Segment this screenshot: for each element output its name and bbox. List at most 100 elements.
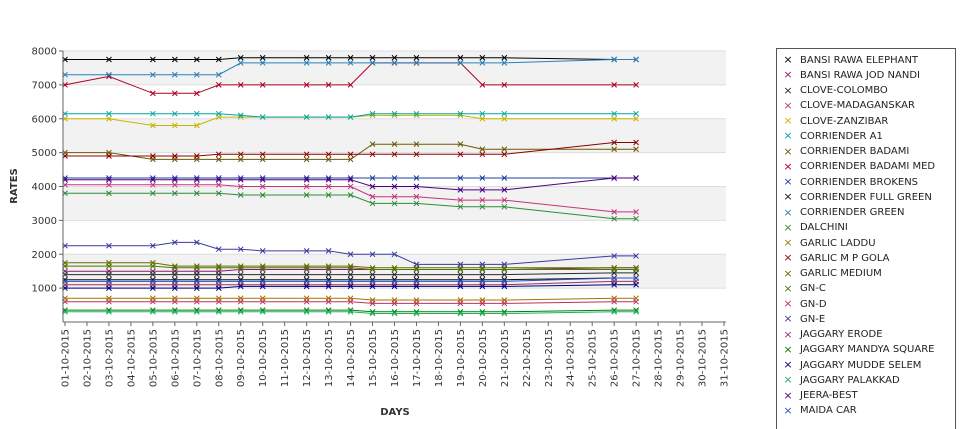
data-point (106, 181, 112, 188)
data-point (150, 56, 156, 63)
legend-label: JAGGARY PALAKKAD (800, 374, 900, 386)
legend-marker-icon: × (783, 68, 793, 82)
legend-marker-icon: × (783, 98, 793, 112)
data-point (347, 264, 354, 271)
data-point (457, 278, 464, 285)
legend-item: × BANSI RAWA ELEPHANT (777, 52, 955, 68)
legend-marker-icon: × (783, 297, 793, 310)
series-5 (62, 110, 639, 120)
data-point (611, 281, 618, 288)
legend-marker-icon: × (783, 312, 793, 326)
data-point (193, 271, 200, 278)
data-point (259, 54, 266, 61)
x-tick-label: 19-10-2015 (456, 329, 467, 387)
legend-marker-icon: × (783, 373, 793, 387)
legend-label: GN-E (800, 313, 826, 325)
legend-marker-icon: × (783, 266, 793, 280)
data-point (479, 197, 486, 203)
data-point (325, 298, 332, 305)
data-point (171, 271, 178, 278)
legend-item: × GARLIC MEDIUM (777, 266, 955, 282)
data-point (325, 264, 332, 271)
legend-item: × JAGGARY MANDYA SQUARE (777, 342, 955, 358)
data-point (479, 151, 486, 158)
data-point (259, 156, 266, 163)
plot-background-bands (63, 51, 726, 322)
data-point (611, 308, 618, 315)
data-point (237, 278, 244, 285)
y-tick-label: 6000 (32, 114, 57, 125)
data-point (237, 54, 244, 61)
series-layer (62, 54, 639, 317)
legend-label: CORRIENDER FULL GREEN (800, 191, 932, 203)
data-point (259, 176, 266, 183)
plot-band (63, 152, 726, 187)
data-point (347, 151, 354, 158)
y-tick-label: 1000 (32, 284, 57, 295)
data-point (611, 110, 618, 117)
data-point (150, 110, 156, 117)
data-point (150, 71, 156, 78)
data-point (611, 298, 618, 305)
data-point (391, 54, 398, 61)
data-point (215, 56, 222, 63)
data-point (303, 82, 310, 88)
data-point (391, 110, 398, 117)
legend-item: × GN-E (777, 311, 955, 327)
data-point (303, 156, 310, 163)
y-tick-label: 4000 (32, 182, 57, 193)
data-point (106, 110, 112, 117)
data-point (479, 266, 486, 273)
legend-label: CLOVE-COLOMBO (800, 85, 888, 96)
data-point (171, 190, 178, 197)
legend-item: × GARLIC M P GOLA (777, 250, 955, 266)
plot-band (63, 51, 726, 85)
legend-item: × GN-C (777, 281, 955, 297)
data-point (325, 192, 332, 198)
x-tick-label: 01-10-2015 (61, 329, 72, 387)
x-tick-label: 26-10-2015 (610, 329, 621, 387)
data-point (479, 146, 486, 153)
data-point (150, 278, 156, 285)
data-point (413, 54, 420, 61)
legend-marker-icon: × (783, 358, 793, 371)
data-point (501, 310, 508, 317)
y-tick-label: 3000 (32, 216, 57, 227)
data-point (369, 151, 376, 158)
data-point (193, 308, 200, 315)
data-point (369, 278, 376, 285)
data-point (369, 266, 376, 273)
x-tick-label: 18-10-2015 (434, 329, 445, 387)
data-point (325, 176, 332, 183)
data-point (479, 54, 486, 61)
data-point (611, 175, 618, 181)
x-tick-label: 10-10-2015 (258, 329, 269, 387)
data-point (501, 203, 508, 210)
data-point (215, 271, 222, 278)
series-13 (62, 139, 639, 159)
series-15 (62, 263, 639, 273)
data-point (193, 122, 200, 129)
series-16 (62, 298, 639, 307)
data-point (303, 248, 310, 254)
data-point (237, 82, 244, 88)
data-point (171, 176, 178, 183)
data-point (633, 215, 639, 222)
legend-item: × CORRIENDER GREEN (777, 205, 955, 221)
series-10 (62, 56, 639, 78)
x-tick-label: 22-10-2015 (522, 329, 533, 387)
data-point (325, 283, 332, 290)
data-point (501, 187, 508, 193)
data-point (501, 82, 508, 88)
data-point (369, 271, 376, 278)
data-point (106, 278, 112, 285)
data-point (391, 278, 398, 285)
data-point (369, 251, 376, 258)
data-point (479, 82, 486, 88)
data-point (215, 264, 222, 271)
data-point (171, 110, 178, 117)
data-point (215, 176, 222, 183)
data-point (413, 271, 420, 278)
data-point (237, 176, 244, 183)
data-point (391, 175, 398, 181)
